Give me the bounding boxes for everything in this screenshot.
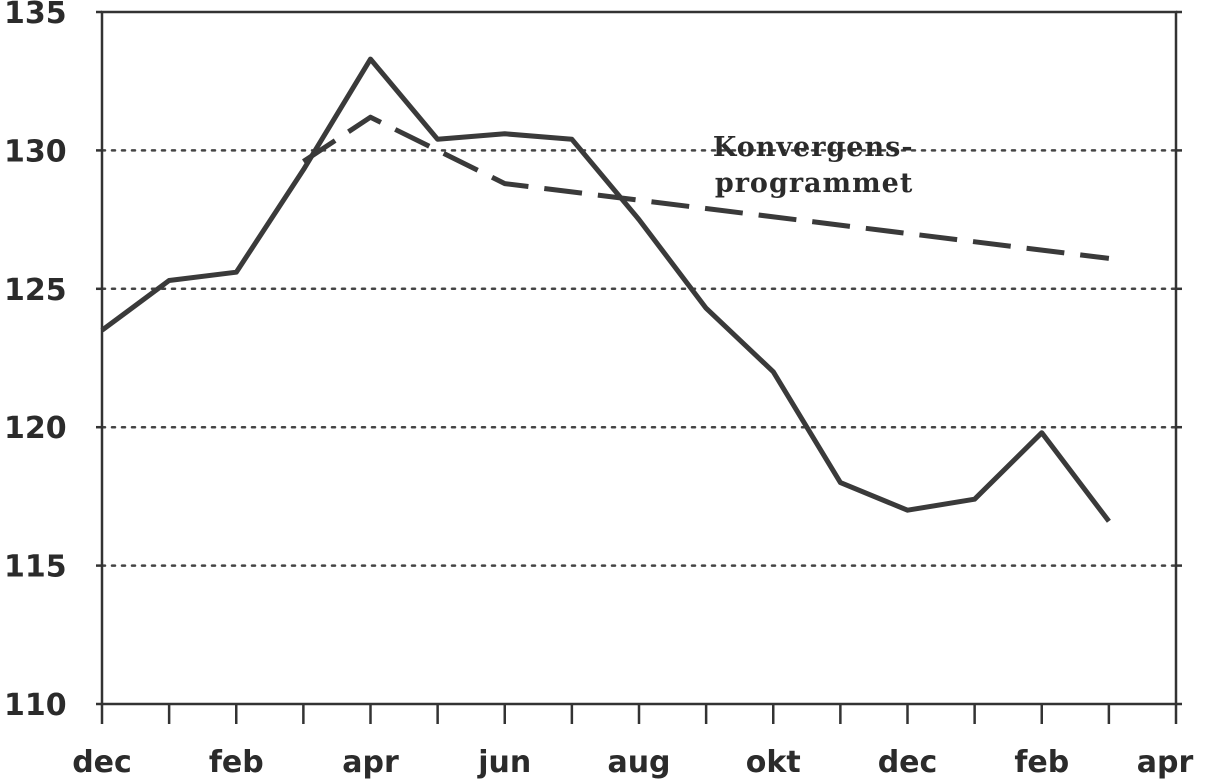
x-tick-label: okt xyxy=(746,745,801,780)
y-tick-label: 120 xyxy=(4,411,67,446)
series-line-konvergens-programmet xyxy=(302,114,1110,261)
tick-labels: 110 115 120 125 130 135 dec feb apr jun aug okt dec f… xyxy=(4,0,1193,780)
x-tick-label: aug xyxy=(607,745,670,780)
x-tick-label: feb xyxy=(1014,745,1069,780)
y-tick-label: 115 xyxy=(4,550,67,585)
y-tick-label: 125 xyxy=(4,273,67,308)
series-annotation-line-2: programmet xyxy=(715,168,914,199)
x-tick-label: dec xyxy=(878,745,938,780)
series-annotation-line-1: Konvergens- xyxy=(713,132,914,163)
series-line-actual xyxy=(100,56,1111,523)
x-tick-label: dec xyxy=(72,745,132,780)
x-tick-label: apr xyxy=(1137,745,1194,780)
series-group xyxy=(100,56,1111,523)
y-tick-label: 110 xyxy=(4,688,67,723)
y-tick-label: 130 xyxy=(4,134,67,169)
x-tick-label: jun xyxy=(477,745,531,780)
axes xyxy=(96,10,1182,724)
x-tick-label: apr xyxy=(342,745,399,780)
grid-lines xyxy=(100,149,1178,567)
x-tick-label: feb xyxy=(209,745,264,780)
plot-frame xyxy=(100,10,1178,706)
y-tick-label: 135 xyxy=(4,0,67,31)
